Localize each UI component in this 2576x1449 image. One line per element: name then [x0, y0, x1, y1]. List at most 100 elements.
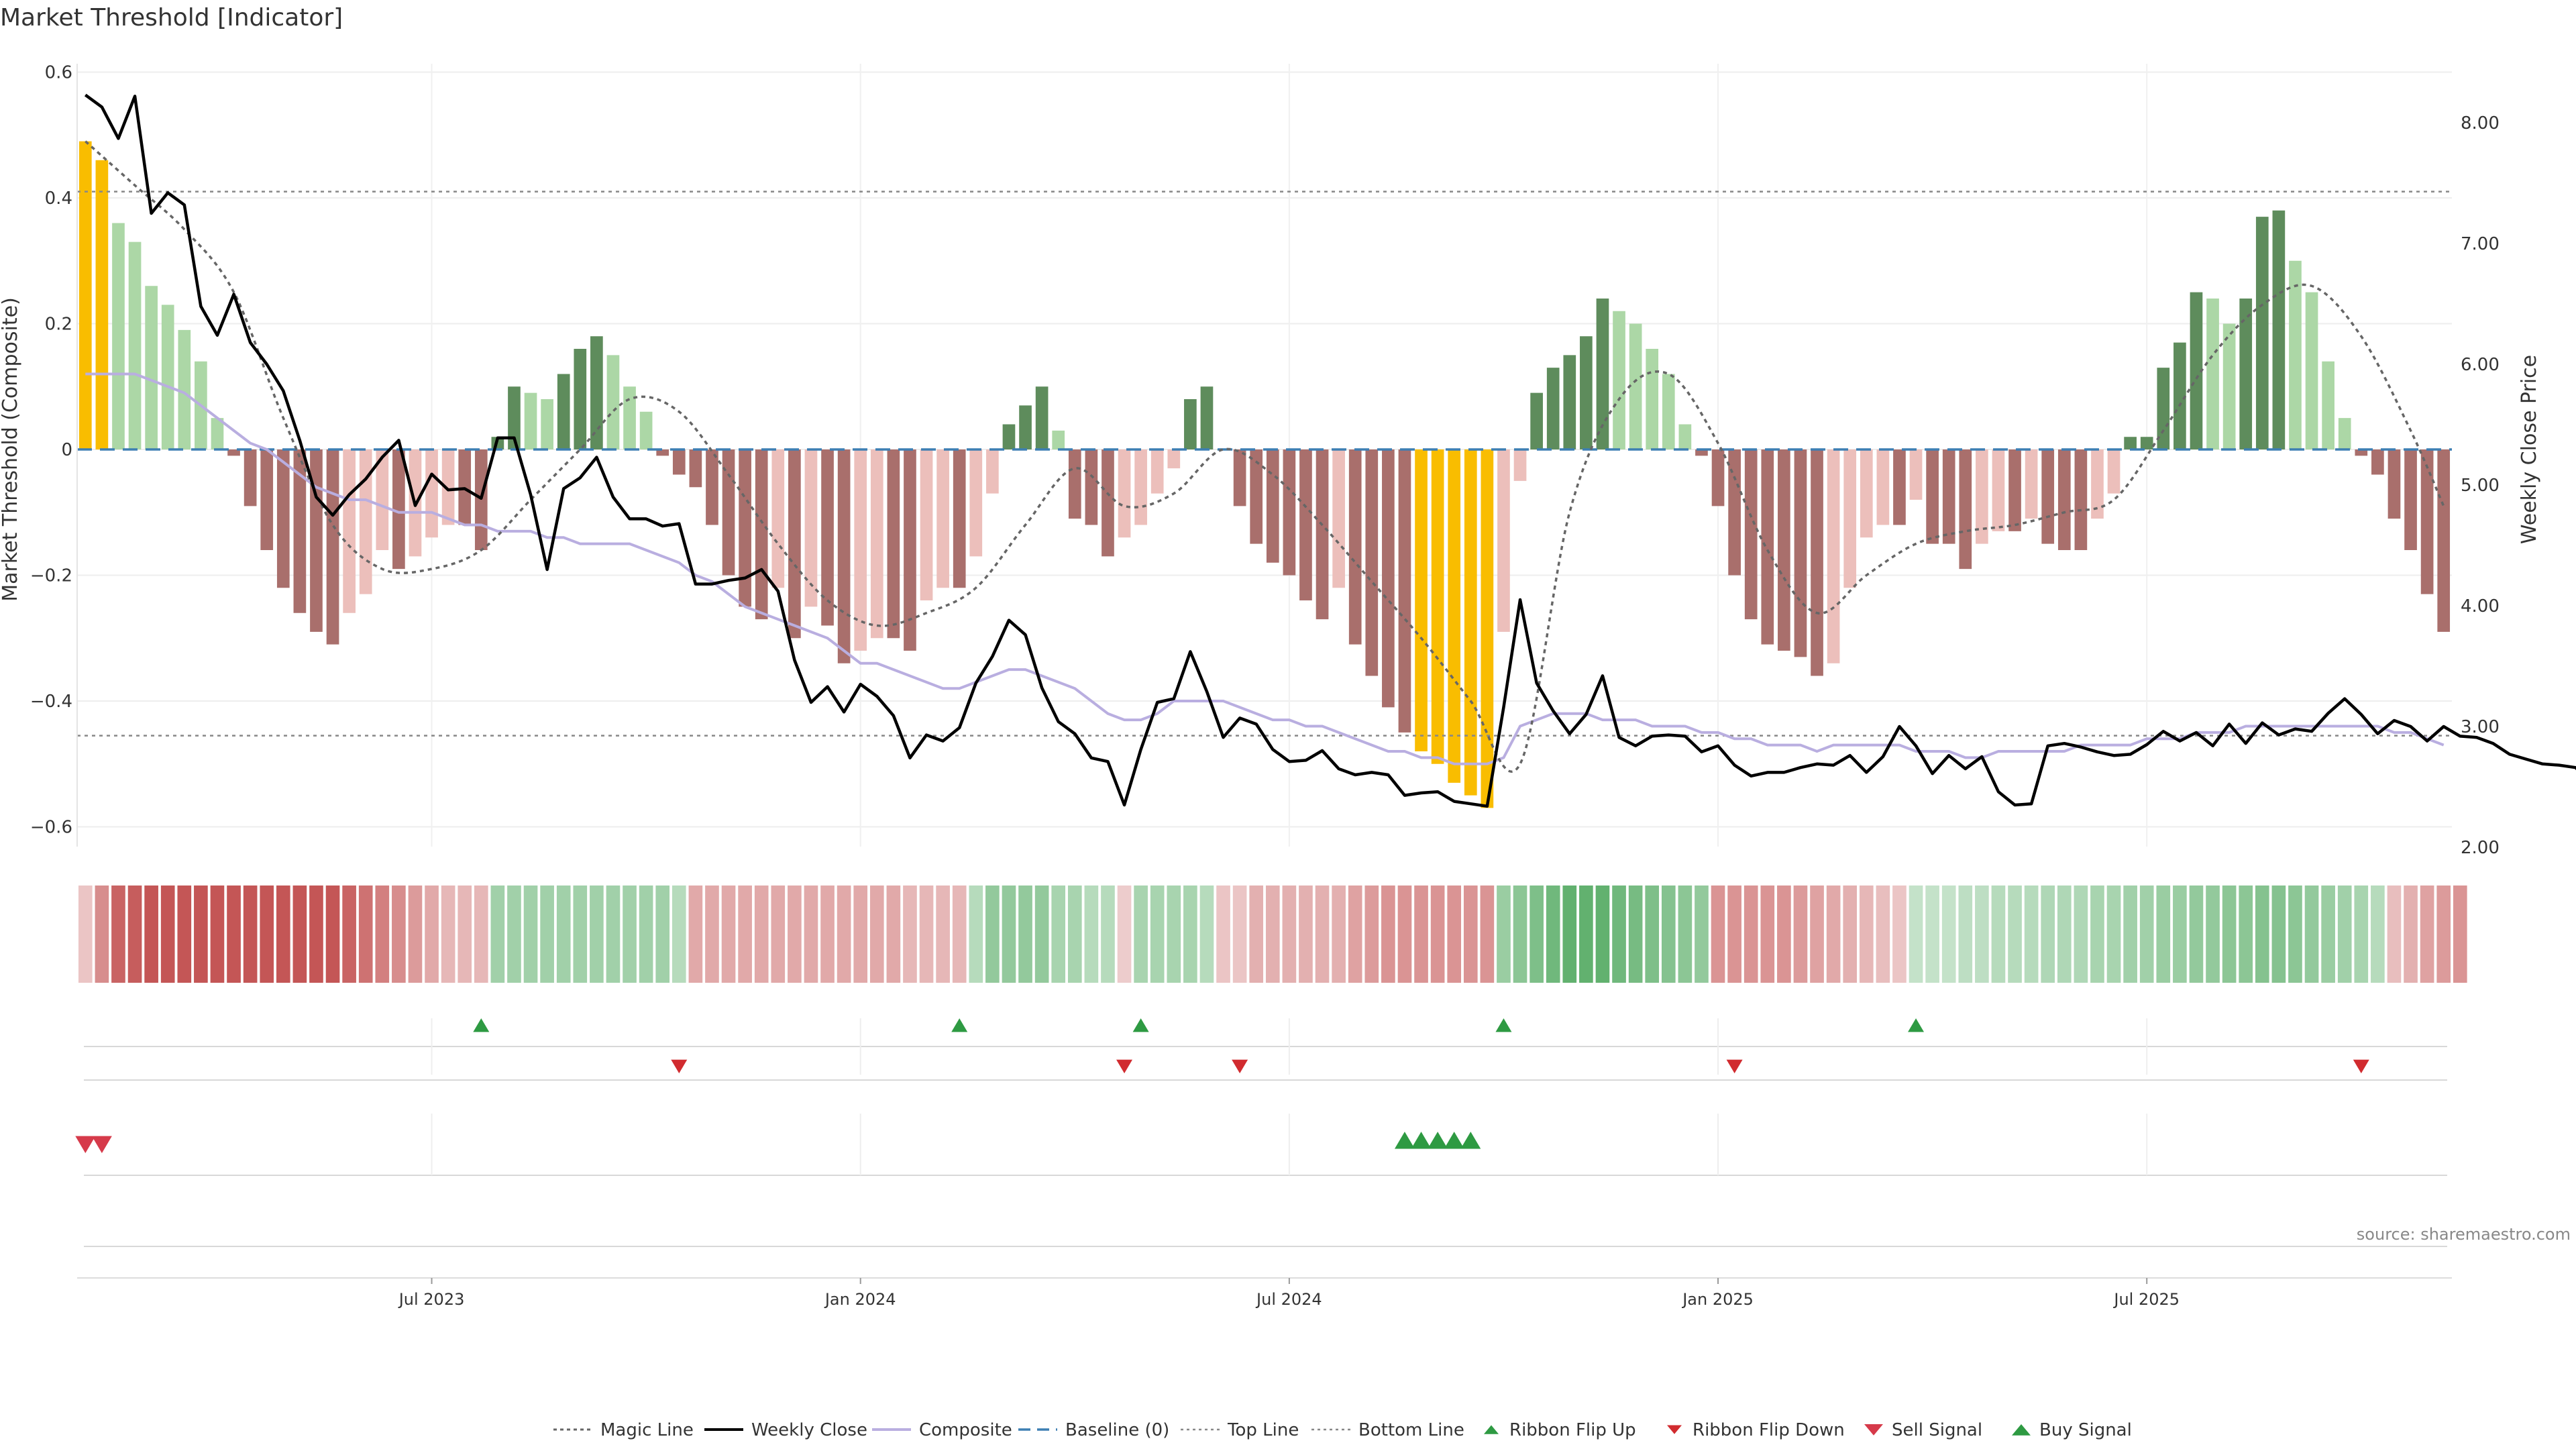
ribbon-cell [1562, 885, 1577, 983]
ribbon-cell [2420, 885, 2434, 983]
composite-bar [1909, 449, 1923, 500]
composite-bar [606, 355, 620, 449]
composite-bar [1398, 449, 1411, 733]
composite-bar [1365, 449, 1379, 676]
ribbon-cell [623, 885, 637, 983]
composite-bar [1102, 449, 1114, 557]
ribbon-cell [2354, 885, 2369, 983]
sell-signal-marker [91, 1136, 112, 1153]
y-left-tick-label: −0.4 [30, 692, 72, 712]
composite-bar [2041, 449, 2055, 544]
composite-bar [2387, 449, 2401, 519]
ribbon-cell [2239, 885, 2253, 983]
y-right-tick-label: 7.00 [2461, 234, 2500, 254]
ribbon-cell [2008, 885, 2022, 983]
composite-bar [326, 449, 339, 645]
composite-bar [1678, 424, 1692, 449]
ribbon-cell [985, 885, 1000, 983]
ribbon-cell [1991, 885, 2006, 983]
ribbon-cell [1497, 885, 1511, 983]
x-tick-label: Jan 2025 [1681, 1290, 1754, 1309]
legend-label: Baseline (0) [1065, 1420, 1169, 1440]
ribbon-cell [903, 885, 917, 983]
y-left-axis-title: Market Threshold (Composite) [0, 297, 22, 602]
ribbon-cell [1876, 885, 1890, 983]
composite-bar [2074, 449, 2088, 550]
composite-bar [1134, 449, 1147, 525]
composite-bar [854, 449, 867, 651]
signal-panels [75, 1018, 2447, 1247]
composite-bar [1250, 449, 1263, 544]
ribbon-cell [688, 885, 703, 983]
ribbon-cell [2436, 885, 2451, 983]
ribbon-cell [771, 885, 786, 983]
composite-bar [1546, 368, 1560, 449]
y-right-tick-label: 4.00 [2461, 596, 2500, 616]
composite-bar [986, 449, 999, 494]
composite-bar [1711, 449, 1725, 506]
ribbon-cell [2206, 885, 2220, 983]
ribbon-cell [1645, 885, 1660, 983]
ribbon-cell [1299, 885, 1313, 983]
ribbon-cell [886, 885, 901, 983]
magic-line [85, 140, 2445, 773]
legend-label: Sell Signal [1892, 1420, 1982, 1440]
y-right-tick-label: 6.00 [2461, 355, 2500, 375]
composite-bar [425, 449, 438, 538]
ribbon-cell [1249, 885, 1264, 983]
legend-marker-triangle-up [1484, 1425, 1499, 1434]
ribbon-cell [1628, 885, 1643, 983]
ribbon-cell [590, 885, 604, 983]
ribbon-cell [639, 885, 653, 983]
composite-bar [1646, 349, 1659, 449]
composite-bar [227, 449, 240, 456]
composite-bar [1002, 424, 1016, 449]
ribbon-cell [358, 885, 373, 983]
composite-bar [2124, 437, 2137, 449]
y-right-axis-title: Weekly Close Price [2518, 355, 2541, 544]
legend-label: Buy Signal [2039, 1420, 2132, 1440]
ribbon-cell [2173, 885, 2187, 983]
composite-bar [343, 449, 356, 613]
composite-bar [2322, 361, 2334, 449]
composite-bar [804, 449, 818, 607]
ribbon-cell [919, 885, 934, 983]
ribbon-flip-down-marker [2353, 1059, 2369, 1073]
composite-bar [837, 449, 851, 663]
ribbon-cell [1282, 885, 1297, 983]
composite-bar [392, 449, 405, 570]
composite-bar [2025, 449, 2038, 519]
ribbon-flip-down-marker [1116, 1059, 1133, 1073]
composite-bar [1348, 449, 1362, 645]
composite-bar [1118, 449, 1131, 538]
composite-bar [1448, 449, 1461, 783]
legend-marker-triangle-down [1864, 1424, 1883, 1436]
legend-label: Magic Line [600, 1420, 694, 1440]
y-left-tick-label: 0.2 [45, 315, 72, 335]
ribbon-cell [1232, 885, 1247, 983]
ribbon-cell [1034, 885, 1049, 983]
ribbon-cell [1364, 885, 1379, 983]
ribbon-cell [2453, 885, 2467, 983]
legend-label: Top Line [1227, 1420, 1299, 1440]
ribbon-cell [1743, 885, 1758, 983]
ribbon-cell [2090, 885, 2104, 983]
composite-line [85, 372, 2445, 765]
composite-bar [2107, 449, 2121, 494]
ribbon-cell [540, 885, 554, 983]
ribbon-cell [160, 885, 175, 983]
ribbon-cell [655, 885, 670, 983]
composite-bar [1976, 449, 1988, 544]
composite-bar [2091, 449, 2104, 519]
composite-bar [2404, 449, 2417, 550]
ribbon-cell [1810, 885, 1824, 983]
composite-bar [1068, 449, 1081, 519]
composite-bar [128, 241, 142, 449]
ribbon-cell [721, 885, 736, 983]
composite-bar [788, 449, 801, 639]
composite-bar [1150, 449, 1164, 494]
composite-bar [1596, 299, 1609, 449]
ribbon-cell [111, 885, 125, 983]
composite-bar [1728, 449, 1741, 576]
ribbon-cell [1134, 885, 1148, 983]
